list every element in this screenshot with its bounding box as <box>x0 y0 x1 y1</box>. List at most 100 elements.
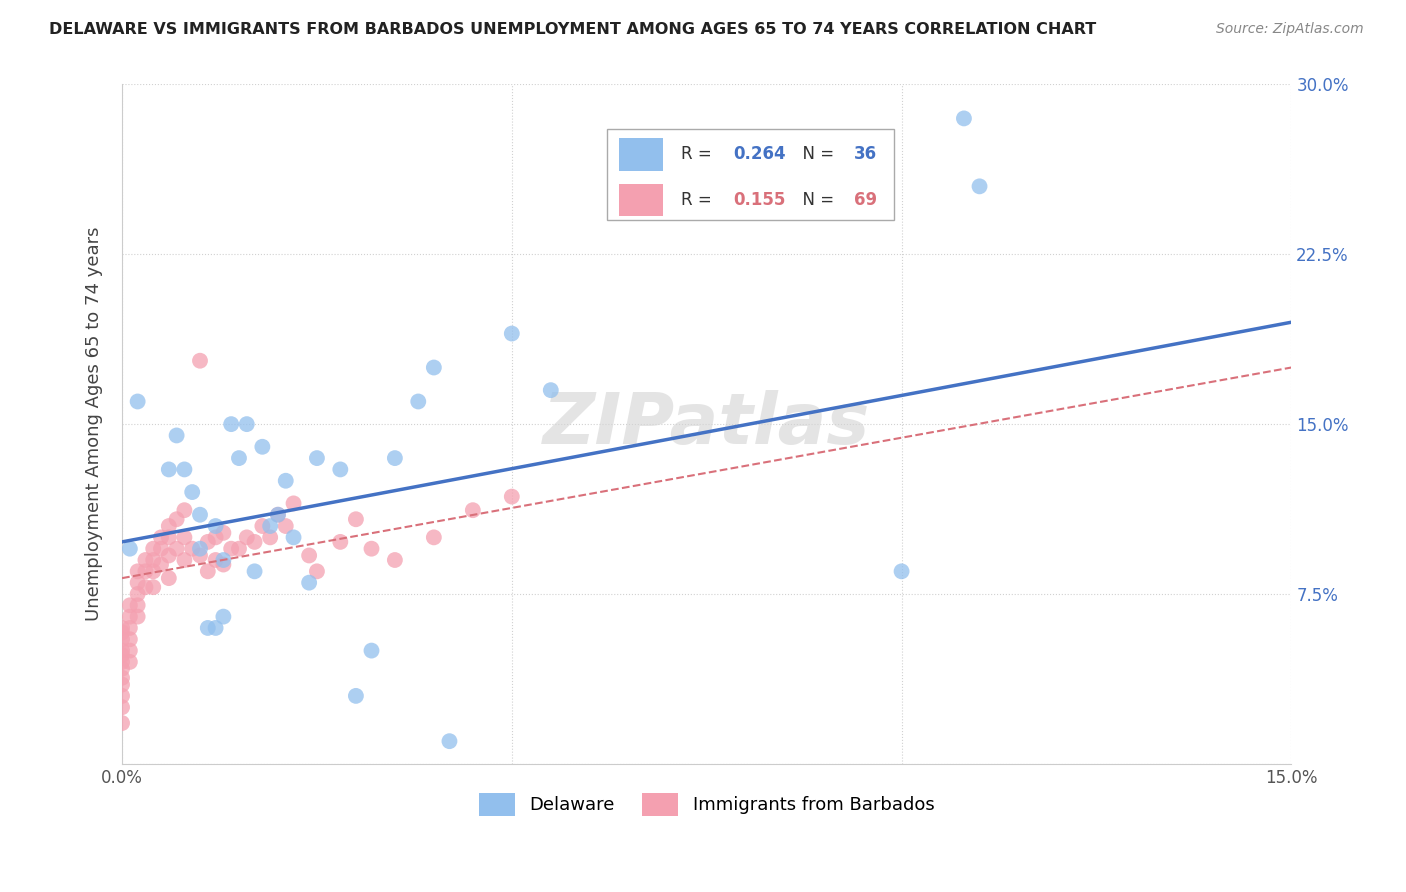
Point <box>188 541 211 556</box>
Point <box>118 609 141 624</box>
Point <box>228 451 250 466</box>
Text: N =: N = <box>792 145 839 163</box>
Y-axis label: Unemployment Among Ages 65 to 74 years: Unemployment Among Ages 65 to 74 years <box>86 227 103 622</box>
Point <box>267 508 290 522</box>
Point <box>111 648 134 662</box>
Point <box>118 655 141 669</box>
Point <box>157 571 180 585</box>
Point <box>181 485 204 500</box>
Point <box>157 519 180 533</box>
Point <box>461 503 484 517</box>
Point <box>360 541 382 556</box>
Point <box>329 462 352 476</box>
Point <box>298 575 321 590</box>
Point <box>111 621 134 635</box>
Point <box>127 575 149 590</box>
Point <box>173 462 195 476</box>
Point <box>274 519 297 533</box>
Point <box>127 587 149 601</box>
Point <box>252 519 274 533</box>
FancyBboxPatch shape <box>619 184 664 217</box>
Point <box>204 553 226 567</box>
Point <box>111 655 134 669</box>
Point <box>188 353 211 368</box>
Point <box>305 451 328 466</box>
Point <box>439 734 461 748</box>
Point <box>111 677 134 691</box>
Point <box>188 508 211 522</box>
Point <box>197 565 219 579</box>
Point <box>329 535 352 549</box>
Point <box>134 553 156 567</box>
Point <box>111 632 134 647</box>
Point <box>142 553 165 567</box>
Point <box>150 558 173 572</box>
Point <box>212 558 235 572</box>
Point <box>406 394 429 409</box>
Point <box>969 179 991 194</box>
Point <box>166 428 188 442</box>
Point <box>157 530 180 544</box>
Point <box>173 503 195 517</box>
Point <box>204 530 226 544</box>
Point <box>283 496 305 510</box>
Point <box>118 621 141 635</box>
Point <box>423 530 446 544</box>
Text: ZIPatlas: ZIPatlas <box>543 390 870 458</box>
Point <box>423 360 446 375</box>
Point <box>344 689 367 703</box>
Point <box>953 112 976 126</box>
Point <box>212 525 235 540</box>
Point <box>252 440 274 454</box>
Point <box>150 541 173 556</box>
Point <box>243 565 266 579</box>
Point <box>360 643 382 657</box>
Point <box>204 519 226 533</box>
Point <box>298 549 321 563</box>
Point <box>118 643 141 657</box>
Point <box>142 541 165 556</box>
Point <box>259 519 281 533</box>
Point <box>305 565 328 579</box>
Point <box>188 549 211 563</box>
Point <box>384 553 406 567</box>
Point <box>204 621 226 635</box>
Point <box>111 671 134 685</box>
Point <box>173 553 195 567</box>
Text: DELAWARE VS IMMIGRANTS FROM BARBADOS UNEMPLOYMENT AMONG AGES 65 TO 74 YEARS CORR: DELAWARE VS IMMIGRANTS FROM BARBADOS UNE… <box>49 22 1097 37</box>
Point <box>111 625 134 640</box>
Point <box>142 565 165 579</box>
Point <box>243 535 266 549</box>
Point <box>197 535 219 549</box>
Point <box>219 541 242 556</box>
Point <box>166 541 188 556</box>
Legend: Delaware, Immigrants from Barbados: Delaware, Immigrants from Barbados <box>472 786 942 822</box>
Point <box>236 530 259 544</box>
Text: R =: R = <box>681 145 717 163</box>
Point <box>127 565 149 579</box>
Point <box>111 700 134 714</box>
Point <box>157 549 180 563</box>
Text: 0.264: 0.264 <box>734 145 786 163</box>
Point <box>127 609 149 624</box>
Point <box>111 643 134 657</box>
Text: R =: R = <box>681 191 717 209</box>
Point <box>212 553 235 567</box>
Point <box>134 565 156 579</box>
FancyBboxPatch shape <box>619 138 664 170</box>
Point <box>197 621 219 635</box>
Point <box>111 662 134 676</box>
Point <box>157 462 180 476</box>
Point <box>267 508 290 522</box>
Point <box>384 451 406 466</box>
Text: 36: 36 <box>853 145 877 163</box>
Point <box>344 512 367 526</box>
Point <box>166 512 188 526</box>
Point <box>283 530 305 544</box>
Point <box>134 580 156 594</box>
Point <box>228 541 250 556</box>
Point <box>501 490 523 504</box>
Text: 0.155: 0.155 <box>734 191 786 209</box>
Point <box>501 326 523 341</box>
Point <box>540 383 562 397</box>
